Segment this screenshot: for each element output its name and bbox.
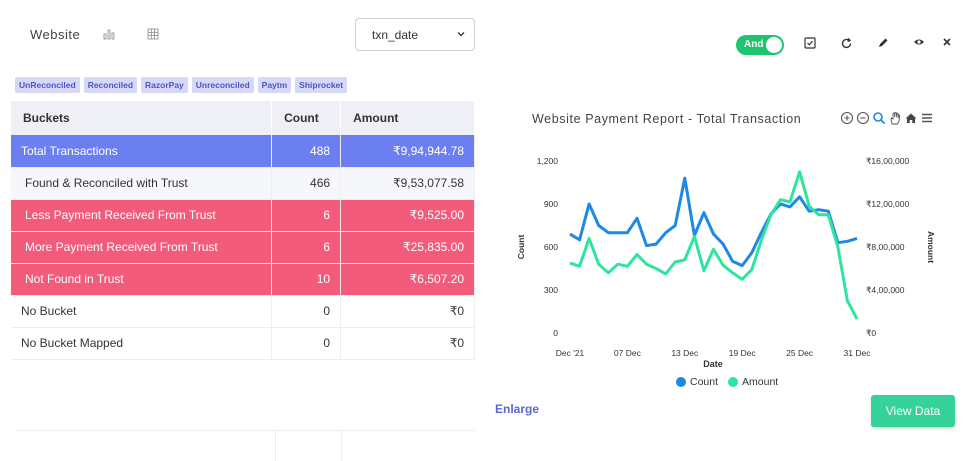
chart-legend: Count Amount — [676, 376, 778, 388]
bucket-cell: Total Transactions — [11, 135, 273, 168]
amount-cell: ₹9,525.00 — [340, 199, 475, 232]
table-row-total[interactable]: Total Transactions 488 ₹9,94,944.78 — [11, 135, 475, 168]
bucket-cell: No Bucket — [11, 295, 273, 328]
tag-razorpay[interactable]: RazorPay — [141, 77, 188, 93]
y2-axis-label: Amount — [926, 231, 936, 263]
y-axis-label: Count — [516, 235, 526, 260]
view-data-button[interactable]: View Data — [871, 395, 955, 427]
line-chart: 0 300 600 900 1,200 ₹0 ₹4,00,000 ₹8,00,000 ₹12,… — [516, 156, 936, 369]
tag-shiprocket[interactable]: Shiprocket — [295, 77, 348, 93]
amount-cell: ₹9,94,944.78 — [340, 135, 475, 168]
x-tick-label: 31 Dec — [844, 348, 872, 358]
count-cell: 0 — [271, 295, 342, 328]
table-row-more-payment[interactable]: More Payment Received From Trust 6 ₹25,8… — [11, 231, 475, 264]
y2-tick-label: ₹16,00,000 — [866, 156, 909, 166]
x-tick-label: 13 Dec — [671, 348, 699, 358]
count-cell: 488 — [271, 135, 342, 168]
x-tick-label: Dec '21 — [556, 348, 585, 358]
legend-item-count[interactable]: Count — [676, 376, 718, 388]
table-row-less-payment[interactable]: Less Payment Received From Trust 6 ₹9,52… — [11, 199, 475, 232]
table-row-not-found[interactable]: Not Found in Trust 10 ₹6,507.20 — [11, 263, 475, 296]
home-icon[interactable] — [904, 111, 918, 125]
chart-title: Website Payment Report - Total Transacti… — [532, 112, 802, 126]
chart-toolbar — [840, 111, 934, 125]
bucket-cell: Found & Reconciled with Trust — [11, 167, 273, 200]
pan-hand-icon[interactable] — [888, 111, 902, 125]
enlarge-link[interactable]: Enlarge — [495, 402, 540, 416]
edit-pencil-icon[interactable] — [877, 37, 889, 49]
count-cell: 10 — [271, 263, 342, 296]
table-row-found[interactable]: Found & Reconciled with Trust 466 ₹9,53,… — [11, 167, 475, 200]
zoom-in-icon[interactable] — [840, 111, 854, 125]
table-footer-divider — [341, 430, 342, 461]
and-toggle[interactable]: And — [736, 35, 784, 55]
legend-label: Count — [690, 376, 719, 388]
x-tick-label: 07 Dec — [614, 348, 642, 358]
x-tick-label: 25 Dec — [786, 348, 814, 358]
tag-paytm[interactable]: Paytm — [257, 77, 292, 93]
bar-chart-icon[interactable] — [102, 27, 116, 41]
table-grid-icon[interactable] — [146, 27, 160, 41]
amount-cell: ₹6,507.20 — [340, 263, 475, 296]
bucket-cell: More Payment Received From Trust — [11, 231, 273, 264]
close-icon[interactable] — [942, 37, 952, 47]
refresh-icon[interactable] — [840, 37, 853, 50]
y-tick-label: 600 — [544, 242, 558, 252]
y-tick-label: 1,200 — [537, 156, 559, 166]
count-cell: 6 — [271, 231, 342, 264]
y-tick-label: 300 — [544, 285, 558, 295]
y2-tick-label: ₹8,00,000 — [866, 242, 905, 252]
amount-cell: ₹25,835.00 — [340, 231, 475, 264]
toggle-knob — [766, 37, 782, 53]
buckets-table: Buckets Count Amount Total Transactions … — [11, 101, 475, 360]
date-field-select[interactable]: txn_date — [355, 18, 475, 51]
count-cell: 466 — [271, 167, 342, 200]
filter-tags: UnReconciled Reconciled RazorPay Unrecon… — [15, 77, 348, 93]
checkbox-icon[interactable] — [804, 37, 816, 49]
y2-tick-label: ₹12,00,000 — [866, 199, 909, 209]
tag-unreconciled-lower[interactable]: Unreconciled — [191, 77, 254, 93]
table-footer-divider — [15, 430, 475, 431]
amount-cell: ₹0 — [340, 295, 475, 328]
legend-dot — [728, 377, 739, 387]
header-buckets[interactable]: Buckets — [11, 101, 273, 135]
eye-icon[interactable] — [913, 37, 925, 47]
y2-tick-label: ₹0 — [866, 328, 876, 338]
bucket-cell: No Bucket Mapped — [11, 327, 273, 360]
legend-item-amount[interactable]: Amount — [728, 376, 778, 388]
table-row-no-bucket[interactable]: No Bucket 0 ₹0 — [11, 295, 475, 328]
y2-tick-label: ₹4,00,000 — [866, 285, 905, 295]
legend-label: Amount — [742, 376, 779, 388]
x-axis-label: Date — [703, 359, 723, 369]
menu-icon[interactable] — [920, 111, 934, 125]
series-line-count[interactable] — [569, 176, 858, 268]
series-line-amount[interactable] — [569, 170, 859, 320]
table-footer-divider — [275, 430, 276, 461]
bucket-cell: Less Payment Received From Trust — [11, 199, 273, 232]
header-count[interactable]: Count — [271, 101, 342, 135]
toggle-label: And — [744, 39, 764, 50]
header-amount[interactable]: Amount — [340, 101, 475, 135]
zoom-out-icon[interactable] — [856, 111, 870, 125]
amount-cell: ₹9,53,077.58 — [340, 167, 475, 200]
tag-unreconciled[interactable]: UnReconciled — [15, 77, 80, 93]
legend-dot — [676, 377, 686, 387]
page-title: Website — [30, 27, 81, 42]
count-cell: 0 — [271, 327, 342, 360]
amount-cell: ₹0 — [340, 327, 475, 360]
bucket-cell: Not Found in Trust — [11, 263, 273, 296]
chevron-down-icon — [457, 32, 465, 37]
table-header-row: Buckets Count Amount — [11, 101, 475, 135]
y-tick-label: 0 — [553, 328, 558, 338]
tag-reconciled[interactable]: Reconciled — [83, 77, 138, 93]
y-tick-label: 900 — [544, 199, 558, 209]
x-tick-label: 19 Dec — [729, 348, 757, 358]
magnifier-icon[interactable] — [872, 111, 886, 125]
date-field-value: txn_date — [372, 27, 419, 42]
table-row-no-bucket-mapped[interactable]: No Bucket Mapped 0 ₹0 — [11, 327, 475, 360]
count-cell: 6 — [271, 199, 342, 232]
